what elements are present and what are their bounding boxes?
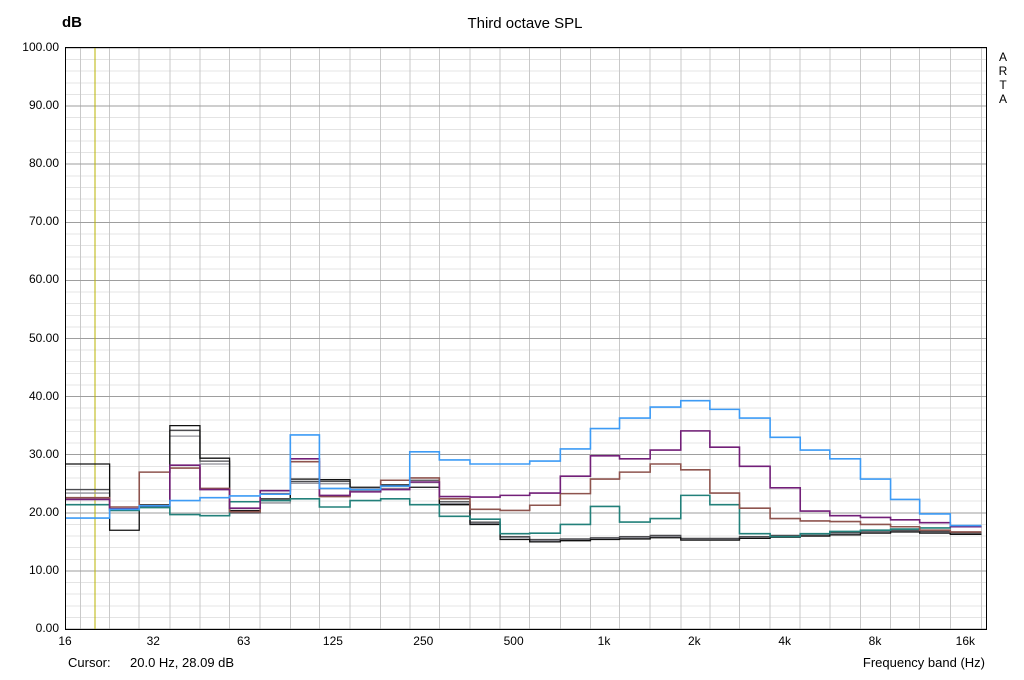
- series-darkgray: [66, 429, 982, 541]
- grid: [66, 48, 986, 629]
- x-tick-label: 32: [146, 634, 160, 648]
- cursor-label: Cursor:: [68, 655, 111, 670]
- plot-area[interactable]: [65, 47, 987, 630]
- y-tick-label: 60.00: [28, 272, 59, 287]
- series-black: [66, 425, 982, 543]
- x-tick-label: 250: [413, 634, 434, 648]
- watermark-letter: A: [998, 50, 1007, 64]
- x-tick-label: 16k: [955, 634, 976, 648]
- x-tick-label: 16: [58, 634, 72, 648]
- series-teal: [66, 494, 982, 538]
- x-tick-label: 500: [503, 634, 524, 648]
- series-purple: [66, 430, 982, 528]
- x-axis-title: Frequency band (Hz): [862, 655, 985, 670]
- x-tick-label: 4k: [778, 634, 792, 648]
- x-tick-label: 63: [236, 634, 251, 648]
- y-tick-label: 100.00: [22, 40, 59, 54]
- x-tick-label: 8k: [868, 634, 882, 648]
- y-tick-label: 20.00: [28, 504, 59, 519]
- y-axis-unit-label: dB: [62, 14, 82, 31]
- watermark-letter: A: [998, 92, 1007, 106]
- watermark-letter: R: [998, 64, 1008, 78]
- y-tick-label: 90.00: [28, 98, 59, 113]
- x-tick-label: 125: [322, 634, 343, 648]
- x-tick-label: 1k: [597, 634, 611, 648]
- y-tick-label: 0.00: [35, 621, 59, 635]
- y-tick-label: 10.00: [28, 562, 59, 577]
- chart-title: Third octave SPL: [467, 15, 583, 32]
- watermark-letter: T: [999, 78, 1007, 92]
- y-tick-label: 80.00: [28, 156, 59, 171]
- y-tick-label: 70.00: [28, 214, 59, 229]
- status-bar: Cursor: 20.0 Hz, 28.09 dB Frequency band…: [0, 655, 1024, 675]
- y-tick-label: 50.00: [28, 330, 59, 345]
- third-octave-chart: [66, 48, 986, 629]
- series-blue: [66, 399, 982, 527]
- y-tick-label: 40.00: [28, 388, 59, 403]
- cursor-readout: 20.0 Hz, 28.09 dB: [130, 655, 235, 670]
- series-brown: [66, 460, 982, 533]
- y-tick-label: 30.00: [28, 446, 59, 461]
- x-tick-label: 2k: [687, 634, 701, 648]
